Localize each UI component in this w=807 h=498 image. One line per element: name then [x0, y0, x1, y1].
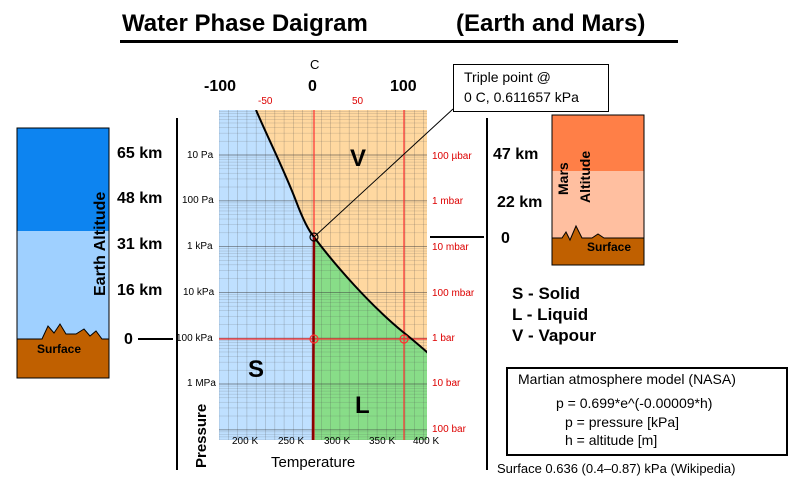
pressure-tick-100mbar: 100 mbar: [432, 288, 475, 299]
mars-upper-atmosphere: [552, 115, 644, 171]
atmosphere-model-box: Martian atmosphere model (NASA) p = 0.69…: [506, 367, 788, 456]
pressure-tick-100bar: 100 bar: [432, 424, 466, 435]
pressure-tick-1mbar: 1 mbar: [432, 196, 464, 207]
temperature-tick-350k: 350 K: [369, 436, 396, 447]
mars-surface: [552, 226, 644, 265]
vaporization-curve: [313, 236, 427, 354]
mars-axis-label-2: Altitude: [577, 150, 593, 203]
boiling-point-marker: [399, 334, 409, 344]
legend-vapour: V - Vapour: [512, 326, 597, 345]
celsius-axis-label: C: [310, 57, 320, 72]
model-box-pressure-def: p = pressure [kPa]: [565, 414, 680, 430]
temperature-tick-400k: 400 K: [413, 436, 440, 447]
figure-title: Water Phase Daigram: [122, 10, 368, 37]
liquid-region-label: L: [355, 392, 370, 419]
triple-point-callout: Triple point @ 0 C, 0.611657 kPa: [453, 64, 609, 112]
phase-plot: [219, 110, 427, 440]
earth-altitude-48: 48 km: [117, 190, 163, 207]
earth-altitude-0: 0: [124, 331, 133, 348]
model-box-title: Martian atmosphere model (NASA): [518, 371, 736, 387]
earth-surface: [17, 324, 109, 378]
pressure-tick-100pa: 100 Pa: [182, 195, 214, 206]
celsius-tick-minus100: -100: [204, 78, 237, 95]
mars-altitude-47: 47 km: [493, 146, 539, 163]
mars-lower-atmosphere: [552, 171, 644, 238]
triple-point-leader: [313, 108, 454, 238]
sublimation-curve: [255, 110, 315, 238]
triple-point-marker: [309, 232, 319, 242]
pressure-tick-100kpa: 100 kPa: [176, 333, 213, 344]
legend-solid: S - Solid: [512, 284, 580, 303]
pressure-tick-1bar: 1 bar: [432, 333, 455, 344]
figure-subtitle: (Earth and Mars): [456, 10, 646, 37]
vapour-region-label: V: [350, 145, 367, 172]
mars-axis-label-1: Mars: [555, 162, 571, 195]
pressure-tick-10mbar: 10 mbar: [432, 242, 469, 253]
freezing-point-marker: [309, 334, 319, 344]
plot-grid: [219, 110, 427, 440]
temperature-axis-label: Temperature: [271, 454, 356, 471]
solid-region-label: S: [248, 356, 265, 383]
earth-column-border: [16, 127, 110, 379]
legend-liquid: L - Liquid: [512, 305, 589, 324]
celsius-tick-0: 0: [308, 78, 317, 95]
mars-altitude-0: 0: [501, 230, 510, 247]
earth-surface-outline: [17, 323, 109, 340]
pressure-tick-10kpa: 10 kPa: [183, 287, 215, 298]
earth-lower-atmosphere: [17, 231, 109, 339]
earth-altitude-31: 31 km: [117, 236, 163, 253]
melting-curve: [311, 236, 316, 440]
pressure-tick-10bar: 10 bar: [432, 378, 461, 389]
temperature-tick-200k: 200 K: [232, 436, 259, 447]
mars-surface-outline: [552, 224, 644, 242]
pressure-tick-1kpa: 1 kPa: [187, 241, 213, 252]
pressure-tick-10pa: 10 Pa: [187, 150, 214, 161]
solid-region: [219, 110, 314, 440]
earth-altitude-16: 16 km: [117, 282, 163, 299]
earth-column: [16, 127, 110, 379]
pressure-axis-label: Pressure: [193, 403, 210, 468]
pressure-tick-100ubar: 100 µbar: [432, 151, 472, 162]
celsius-tick-50: 50: [352, 96, 364, 107]
mars-column: [551, 114, 645, 266]
celsius-tick-100: 100: [390, 78, 417, 95]
mars-altitude-22: 22 km: [497, 194, 543, 211]
model-box-formula: p = 0.699*e^(-0.00009*h): [556, 395, 713, 411]
surface-pressure-note: Surface 0.636 (0.4–0.87) kPa (Wikipedia): [497, 461, 736, 476]
mars-column-border: [551, 114, 645, 266]
triple-point-line-2: 0 C, 0.611657 kPa: [464, 89, 579, 105]
triple-point-line-1: Triple point @: [464, 69, 551, 85]
model-box-altitude-def: h = altitude [m]: [565, 432, 658, 448]
temperature-tick-300k: 300 K: [324, 436, 351, 447]
pressure-tick-1mpa: 1 MPa: [187, 378, 216, 389]
title-underline: [120, 40, 678, 43]
celsius-tick-minus50: -50: [258, 96, 273, 107]
earth-altitude-65: 65 km: [117, 145, 163, 162]
earth-surface-label: Surface: [37, 342, 82, 356]
earth-axis-label: Earth Altitude: [92, 191, 109, 296]
mars-surface-label: Surface: [587, 240, 632, 254]
temperature-tick-250k: 250 K: [278, 436, 305, 447]
earth-upper-atmosphere: [17, 128, 109, 231]
